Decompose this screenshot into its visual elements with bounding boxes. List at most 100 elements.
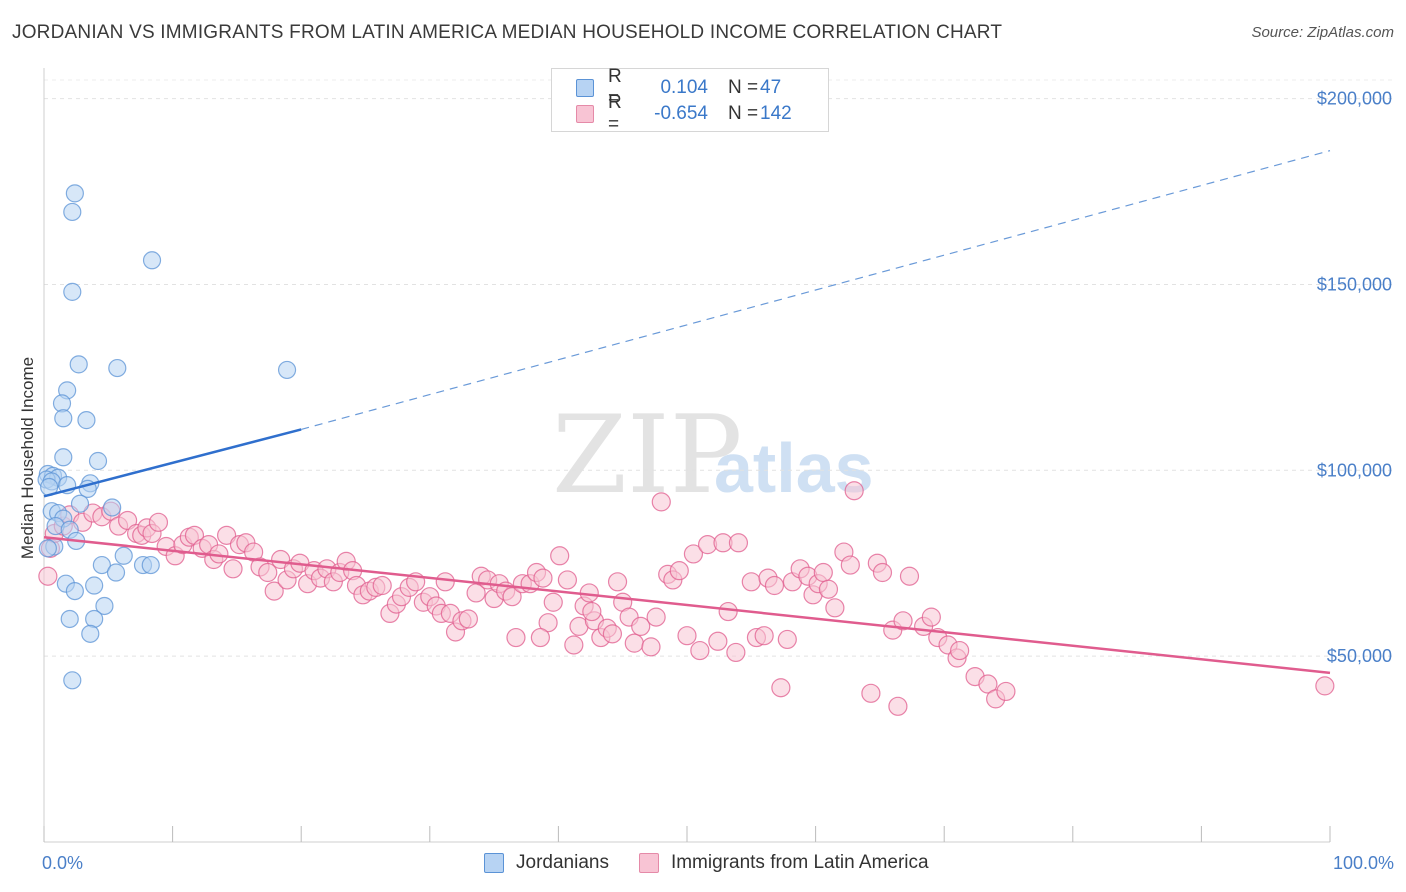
legend-r-value: -0.654 <box>654 103 708 124</box>
y-tick-label: $150,000 <box>1317 274 1392 294</box>
data-point <box>582 601 602 622</box>
data-point <box>114 546 133 565</box>
data-point <box>54 448 73 467</box>
data-point <box>543 592 563 612</box>
legend-row-jordanians: R = 0.104 N = 47 <box>576 66 800 109</box>
data-point <box>840 555 860 575</box>
data-point <box>825 598 845 618</box>
data-point <box>65 581 84 601</box>
data-point <box>690 640 710 661</box>
data-point <box>861 683 881 703</box>
legend-swatch-jordanians <box>484 853 504 873</box>
data-point <box>65 184 84 203</box>
trend-lines <box>43 150 1331 675</box>
legend-swatch-latin-america <box>638 853 659 873</box>
legend-n-label: N = <box>728 103 759 124</box>
watermark-zip: ZIP <box>552 393 742 518</box>
data-point <box>217 525 237 545</box>
legend-n-value: 142 <box>760 103 792 124</box>
data-point <box>683 544 704 564</box>
legend-swatch-jordanians <box>576 79 594 97</box>
data-point <box>70 494 90 513</box>
data-point <box>888 696 908 716</box>
legend-n-label: N = <box>728 77 759 98</box>
data-point <box>754 626 774 646</box>
data-point <box>38 566 58 586</box>
data-point <box>92 555 111 575</box>
data-point <box>106 563 126 582</box>
data-point <box>117 510 138 531</box>
data-point <box>741 572 761 592</box>
data-point <box>148 512 169 532</box>
data-point <box>564 635 584 655</box>
data-point <box>258 562 278 583</box>
axes <box>43 68 1331 843</box>
data-point <box>550 546 570 566</box>
data-point <box>624 633 644 653</box>
data-point <box>669 561 689 581</box>
data-point <box>728 533 749 553</box>
legend-item-latin-america[interactable]: Immigrants from Latin America <box>638 852 929 874</box>
legend-row-latin-america: R = -0.654 N = 142 <box>576 92 800 135</box>
data-point <box>271 549 291 570</box>
chart-source: Source: ZipAtlas.com <box>1251 24 1394 41</box>
data-point <box>872 562 893 583</box>
data-point <box>651 492 671 512</box>
data-point <box>813 562 833 583</box>
data-point <box>142 251 162 270</box>
data-point <box>63 671 82 690</box>
data-point <box>85 576 104 595</box>
series-latin-america-points <box>38 481 1335 716</box>
legend-r-label: R = <box>608 66 622 109</box>
series-jordanians-points <box>37 184 297 690</box>
data-point <box>533 568 553 588</box>
data-point <box>530 627 550 648</box>
data-point <box>602 624 623 644</box>
y-tick-labels: $50,000 $100,000 $150,000 $200,000 <box>1317 89 1392 667</box>
correlation-legend: R = 0.104 N = 47 R = -0.654 N = 142 <box>551 66 829 135</box>
chart-title: JORDANIAN VS IMMIGRANTS FROM LATIN AMERI… <box>12 22 1003 43</box>
data-point <box>899 566 920 586</box>
data-point <box>108 358 127 378</box>
trend-line-jordanians <box>43 428 302 498</box>
data-point <box>557 570 578 590</box>
data-point <box>708 631 728 651</box>
data-point <box>893 611 913 631</box>
data-point <box>631 616 651 637</box>
legend-label-latin-america: Immigrants from Latin America <box>670 852 929 873</box>
data-point <box>718 601 738 622</box>
data-point <box>726 642 746 663</box>
legend-item-jordanians[interactable]: Jordanians <box>484 852 609 874</box>
data-point <box>777 629 797 650</box>
legend-n-value: 47 <box>760 77 782 98</box>
data-point <box>435 572 455 592</box>
trend-line-latin-america <box>43 535 1331 675</box>
data-point <box>818 579 839 599</box>
data-point <box>69 355 88 374</box>
data-point <box>996 681 1016 702</box>
data-point <box>264 581 284 601</box>
data-point <box>921 607 941 627</box>
x-tick-label-max: 100.0% <box>1333 853 1394 873</box>
data-point <box>641 637 661 657</box>
data-point <box>63 282 82 301</box>
data-point <box>950 640 970 661</box>
data-point <box>85 609 104 629</box>
legend-swatch-latin-america <box>576 105 594 123</box>
data-point <box>277 360 297 380</box>
data-point <box>458 609 478 629</box>
data-point <box>38 539 57 558</box>
data-point <box>677 626 697 646</box>
data-point <box>141 555 160 575</box>
data-point <box>771 678 791 698</box>
legend-r-value: 0.104 <box>660 77 708 98</box>
data-point <box>223 559 243 579</box>
y-tick-label: $200,000 <box>1317 89 1392 109</box>
data-point <box>63 202 82 222</box>
data-point <box>538 613 558 633</box>
data-point <box>607 572 628 592</box>
watermark: ZIP atlas <box>552 393 874 518</box>
data-point <box>764 575 785 596</box>
legend-r-label: R = <box>608 92 622 135</box>
